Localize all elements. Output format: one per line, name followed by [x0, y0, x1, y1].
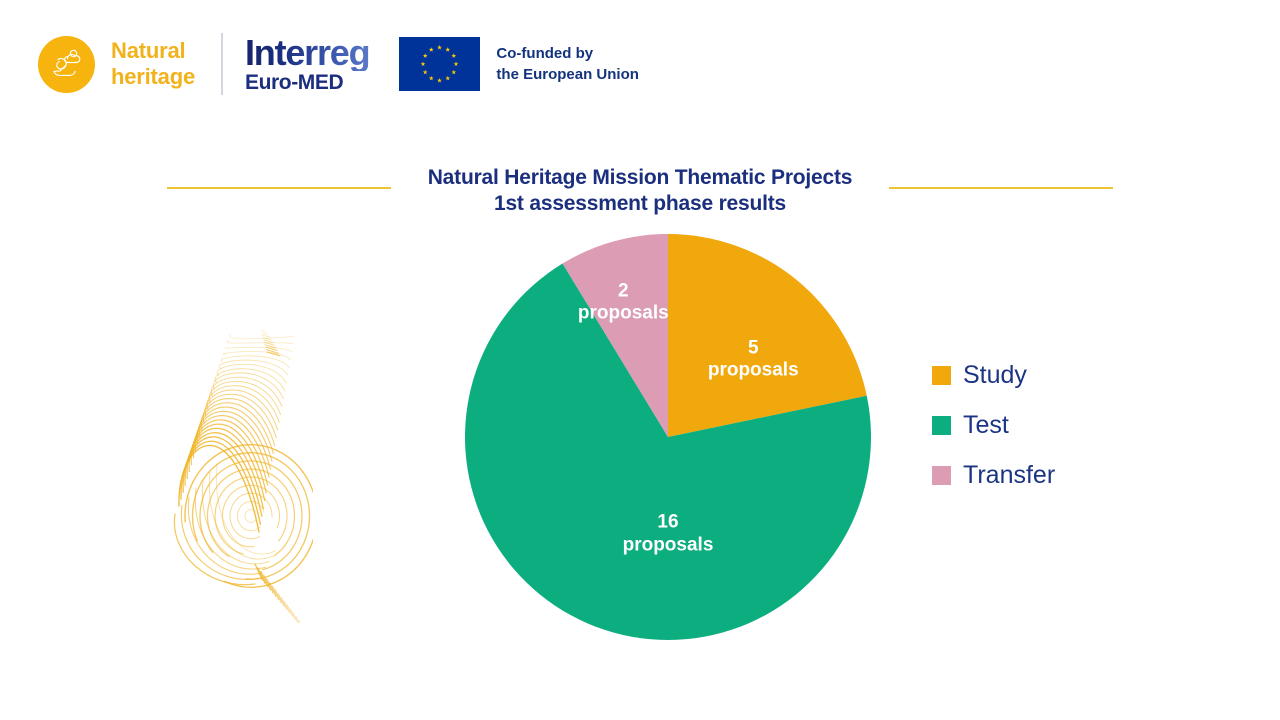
legend-swatch-test: [932, 415, 951, 435]
legend-label: Study: [963, 360, 1027, 389]
eu-flag-icon: [399, 37, 481, 91]
eu-text-line2: the European Union: [496, 66, 639, 83]
fingerprint-leaf-icon: [163, 318, 318, 630]
eu-text-line1: Co-funded by: [496, 44, 594, 62]
natural-heritage-line1: Natural: [111, 38, 186, 64]
legend-item-study[interactable]: Study: [932, 350, 1055, 400]
hand-holding-plant-sun-icon: [38, 35, 95, 93]
legend-swatch-transfer: [932, 465, 951, 485]
pie-slice-test: [464, 263, 871, 640]
logo-divider: [220, 33, 223, 95]
eu-cofunding-text: Co-funded by the European Union: [496, 43, 639, 86]
legend-label: Test: [963, 410, 1009, 439]
page-title: Natural Heritage Mission Thematic Projec…: [405, 165, 875, 218]
legend-item-transfer[interactable]: Transfer: [932, 450, 1055, 500]
interreg-programme-name: Euro-MED: [244, 71, 344, 94]
legend-swatch-study: [932, 365, 951, 385]
legend-item-test[interactable]: Test: [932, 400, 1055, 450]
interreg-euromed-logo: Interreg Euro-MED: [244, 32, 371, 94]
eu-cofunding-logo: Co-funded by the European Union: [399, 37, 639, 91]
header-logo-bar: Natural heritage Interreg Euro-MED Co-fu…: [38, 28, 639, 100]
chart-title-row: Natural Heritage Mission Thematic Projec…: [0, 165, 1280, 218]
chart-legend: Study Test Transfer: [932, 350, 1055, 500]
title-rule-right: [889, 187, 1113, 189]
legend-label: Transfer: [963, 460, 1056, 489]
title-rule-left: [167, 187, 391, 189]
natural-heritage-logo: Natural heritage: [38, 35, 195, 93]
page-title-line2: 1st assessment phase results: [493, 192, 787, 216]
natural-heritage-line2: heritage: [111, 64, 195, 89]
natural-heritage-wordmark: Natural heritage: [111, 38, 195, 89]
page-title-line1: Natural Heritage Mission Thematic Projec…: [427, 166, 853, 189]
pie-slice-transfer: [562, 234, 668, 437]
pie-slice-study: [668, 234, 867, 437]
pie-chart: 5 proposals 16 proposals 2 proposals: [464, 234, 871, 640]
interreg-wordmark: Interreg: [244, 32, 371, 73]
